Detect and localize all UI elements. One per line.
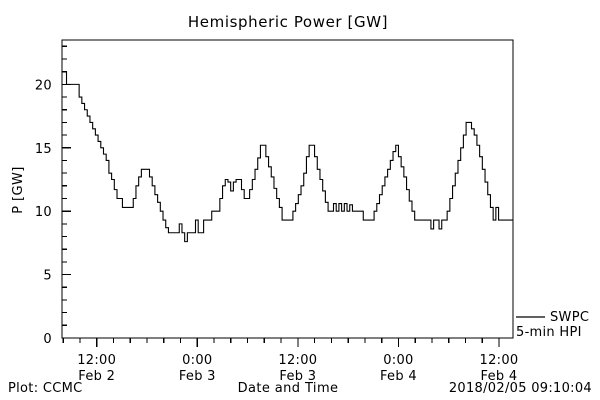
data-series-group	[62, 71, 513, 243]
legend: SWPC 5-min HPI	[516, 310, 589, 340]
chart-title: Hemispheric Power [GW]	[188, 13, 388, 31]
x-tick-label-date: Feb 4	[481, 369, 518, 384]
legend-label-product: 5-min HPI	[516, 325, 582, 340]
x-tick-label-date: Feb 3	[279, 369, 316, 384]
x-tick-label-time: 0:00	[182, 353, 212, 368]
plot-frame	[61, 39, 514, 339]
x-tick-label-time: 12:00	[77, 353, 116, 368]
x-tick-label-time: 12:00	[480, 353, 519, 368]
legend-label-source: SWPC	[550, 310, 589, 325]
y-tick-label: 0	[43, 332, 52, 347]
x-tick-label-time: 0:00	[383, 353, 413, 368]
x-tick-label-date: Feb 4	[380, 369, 417, 384]
y-tick-label: 5	[43, 269, 52, 284]
x-tick-label-date: Feb 2	[78, 369, 115, 384]
footer-timestamp: 2018/02/05 09:10:04	[449, 381, 592, 396]
y-tick-label: 20	[35, 78, 52, 93]
x-axis-label: Date and Time	[238, 381, 339, 396]
y-tick-label: 10	[35, 205, 52, 220]
y-axis-ticks: 0 5 10 15 20	[35, 45, 71, 347]
y-tick-label: 15	[35, 142, 52, 157]
footer-plot-credit: Plot: CCMC	[8, 381, 82, 396]
series-path-0	[62, 71, 513, 243]
x-tick-label-time: 12:00	[278, 353, 317, 368]
x-tick-label-date: Feb 3	[179, 369, 216, 384]
y-axis-label: P [GW]	[11, 166, 26, 213]
